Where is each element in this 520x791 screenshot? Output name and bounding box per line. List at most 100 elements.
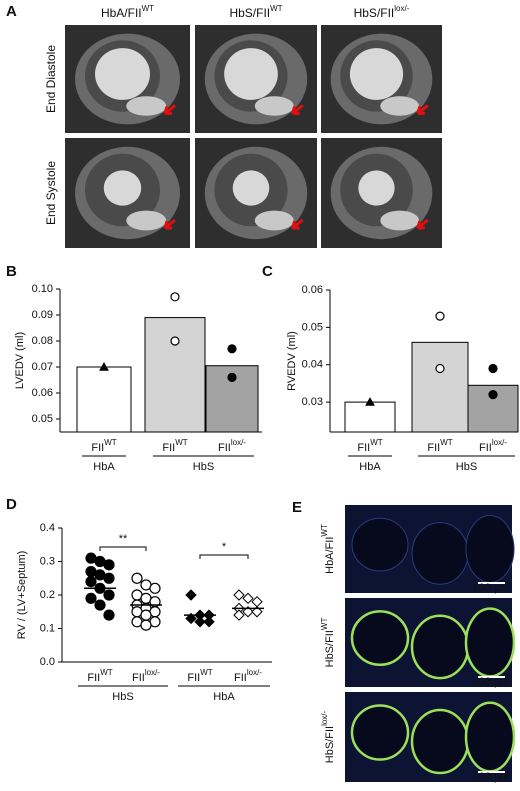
mri-rv bbox=[126, 96, 167, 116]
vessel bbox=[350, 704, 410, 761]
y-tick-label: 0.04 bbox=[302, 359, 323, 371]
x-tick-label-sup: WT bbox=[175, 438, 188, 447]
x-tick-label: FIIWT bbox=[162, 438, 187, 454]
y-axis-label: RV / (LV+Septum) bbox=[16, 551, 28, 640]
y-tick-label: 0.05 bbox=[302, 321, 323, 333]
x-tick-label: FIIWT bbox=[187, 668, 212, 684]
significance-label: ** bbox=[119, 533, 128, 545]
x-tick-label: FIIlox/- bbox=[479, 438, 507, 454]
data-point bbox=[203, 616, 215, 628]
data-point bbox=[242, 606, 254, 618]
bar bbox=[144, 317, 206, 433]
arrow bbox=[416, 218, 429, 230]
arrow bbox=[163, 218, 176, 230]
x-tick-label-main: FII bbox=[162, 442, 175, 454]
column-header: HbS/FIIlox/- bbox=[354, 4, 410, 20]
row-label: HbA/FIIWT bbox=[320, 524, 336, 574]
data-point bbox=[194, 616, 206, 628]
data-point bbox=[185, 589, 197, 601]
y-tick-label: 0.2 bbox=[40, 589, 55, 601]
mri-cavity bbox=[95, 48, 150, 100]
data-point bbox=[85, 575, 97, 588]
vessel bbox=[464, 701, 516, 773]
x-tick-label-sup: WT bbox=[200, 668, 213, 677]
panel-letter: E bbox=[292, 499, 302, 516]
vessel bbox=[410, 708, 470, 775]
mri-rv bbox=[254, 210, 294, 231]
x-tick-label-sup: WT bbox=[440, 438, 453, 447]
y-axis-label: LVEDV (ml) bbox=[14, 332, 26, 389]
mri-cavity bbox=[232, 170, 270, 206]
group-label: HbS bbox=[456, 461, 477, 473]
significance-label: * bbox=[222, 541, 227, 553]
row-label-main: HbS/FII bbox=[324, 630, 336, 667]
scale-bar-label: 100 µm bbox=[473, 771, 510, 783]
data-point bbox=[103, 589, 115, 601]
data-point bbox=[103, 609, 115, 621]
data-point bbox=[85, 592, 97, 604]
y-tick-label: 0.06 bbox=[32, 387, 53, 399]
row-label: HbS/FIIlox/- bbox=[320, 710, 336, 763]
data-point bbox=[149, 582, 161, 594]
panel-letter: C bbox=[262, 263, 273, 280]
mri-rv bbox=[126, 210, 167, 231]
data-point bbox=[233, 609, 245, 621]
x-tick-label: FIIWT bbox=[427, 438, 452, 454]
data-point bbox=[170, 336, 180, 346]
data-point bbox=[435, 363, 445, 374]
data-point bbox=[94, 599, 106, 611]
data-point bbox=[365, 397, 375, 406]
arrow bbox=[291, 104, 304, 115]
significance-bracket bbox=[99, 546, 147, 551]
row-label-sup: WT bbox=[320, 618, 329, 631]
data-point bbox=[140, 609, 152, 621]
row-label-main: HbS/FII bbox=[324, 726, 336, 763]
y-tick-label: 0.4 bbox=[40, 522, 55, 534]
x-tick-label-sup: WT bbox=[104, 438, 117, 447]
y-tick-label: 0.3 bbox=[40, 555, 55, 567]
row-label-main: HbA/FII bbox=[324, 537, 336, 574]
y-tick-label: 0.09 bbox=[32, 309, 53, 321]
x-tick-label-main: FII bbox=[357, 442, 370, 454]
data-point bbox=[488, 390, 498, 400]
group-label: HbA bbox=[213, 691, 235, 703]
group-label: HbS bbox=[193, 461, 214, 473]
x-tick-label: FIIlox/- bbox=[132, 668, 160, 684]
arrow bbox=[163, 104, 176, 115]
y-tick-label: 0.07 bbox=[32, 361, 53, 373]
panel-letter: A bbox=[6, 3, 17, 20]
data-point bbox=[227, 372, 237, 382]
data-point bbox=[140, 619, 152, 631]
mri-cavity bbox=[103, 170, 142, 206]
bar bbox=[344, 401, 396, 433]
x-tick-label: FIIlox/- bbox=[218, 438, 246, 454]
column-header: HbS/FIIWT bbox=[229, 4, 282, 20]
vessel bbox=[350, 610, 410, 666]
y-tick-label: 0.10 bbox=[32, 283, 53, 295]
data-point bbox=[170, 292, 180, 302]
x-tick-label-main: FII bbox=[187, 672, 200, 684]
x-tick-label: FIIWT bbox=[91, 438, 116, 454]
column-header-main: HbS/FII bbox=[354, 6, 395, 20]
row-label: End Systole bbox=[44, 161, 58, 225]
vessel bbox=[410, 614, 470, 680]
x-tick-label-sup: lox/- bbox=[247, 668, 262, 677]
data-point bbox=[185, 612, 197, 625]
x-tick-label-sup: WT bbox=[100, 668, 113, 677]
scale-bar-label: 100 µm bbox=[473, 582, 510, 594]
column-header-sup: WT bbox=[142, 4, 155, 13]
scale-bar-label: 100 µm bbox=[473, 676, 510, 688]
mri-cavity bbox=[224, 48, 278, 100]
group-label: HbS bbox=[112, 691, 133, 703]
data-point bbox=[242, 592, 254, 605]
data-point bbox=[435, 311, 445, 321]
vessel bbox=[465, 515, 515, 583]
x-tick-label: FIIlox/- bbox=[234, 668, 262, 684]
column-header-main: HbS/FII bbox=[229, 6, 270, 20]
data-point bbox=[488, 363, 498, 374]
y-tick-label: 0.03 bbox=[302, 396, 323, 408]
bar bbox=[411, 341, 469, 433]
x-tick-label: FIIWT bbox=[87, 668, 112, 684]
group-label: HbA bbox=[93, 461, 115, 473]
row-label-sup: WT bbox=[320, 524, 329, 537]
